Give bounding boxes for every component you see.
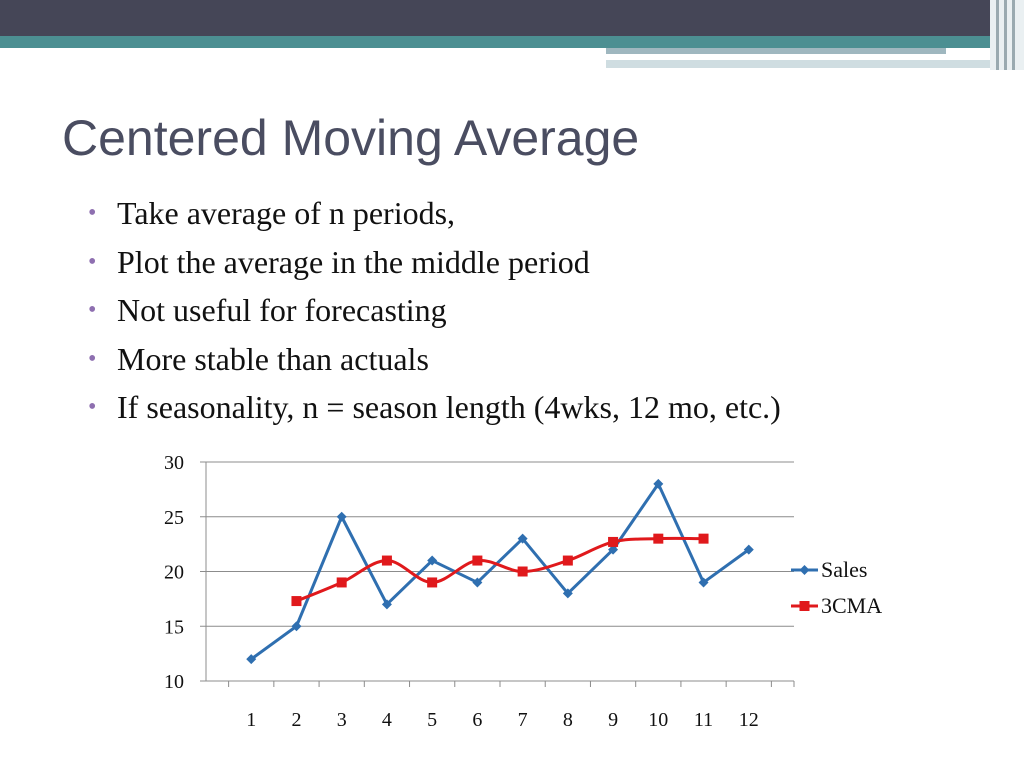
x-tick-label: 10 bbox=[648, 709, 668, 731]
x-tick-label: 9 bbox=[608, 709, 618, 731]
x-tick-label: 3 bbox=[337, 709, 347, 731]
data-point-sales bbox=[427, 555, 438, 566]
x-tick-label: 4 bbox=[382, 709, 392, 731]
series-line-3cma bbox=[295, 536, 704, 603]
bullet-text: Take average of n periods, bbox=[117, 195, 456, 231]
bullet-text: If seasonality, n = season length (4wks,… bbox=[117, 389, 781, 425]
legend-marker-sales bbox=[799, 565, 810, 575]
header-dark-band bbox=[0, 0, 1024, 36]
legend-marker-3cma bbox=[799, 601, 810, 611]
data-point-sales bbox=[517, 533, 528, 544]
slide-header-band bbox=[0, 0, 1024, 48]
data-point-sales bbox=[608, 544, 619, 555]
corner-stripe bbox=[1004, 0, 1007, 70]
bullet-item: • If seasonality, n = season length (4wks… bbox=[88, 383, 781, 432]
data-point-sales bbox=[291, 621, 302, 632]
corner-stripes bbox=[990, 0, 1024, 70]
data-point-3cma bbox=[517, 566, 528, 577]
data-point-3cma bbox=[608, 536, 619, 547]
bullet-dot-icon: • bbox=[88, 297, 97, 323]
corner-stripe bbox=[996, 0, 999, 70]
data-point-sales bbox=[472, 577, 483, 588]
legend-label: 3CMA bbox=[821, 593, 882, 618]
y-tick-label: 30 bbox=[164, 452, 184, 474]
data-point-sales bbox=[336, 511, 347, 522]
data-point-3cma bbox=[562, 555, 573, 566]
x-tick-label: 6 bbox=[472, 709, 482, 731]
x-tick-label: 7 bbox=[518, 709, 528, 731]
data-point-3cma bbox=[653, 533, 664, 544]
bullet-dot-icon: • bbox=[88, 200, 97, 226]
bullet-dot-icon: • bbox=[88, 345, 97, 372]
data-point-sales bbox=[698, 577, 709, 588]
data-point-3cma bbox=[336, 577, 347, 588]
y-tick-label: 25 bbox=[164, 507, 184, 529]
header-accent-line-light bbox=[606, 60, 1006, 68]
data-point-sales bbox=[246, 654, 257, 665]
bullet-list: • Take average of n periods, • Plot the av… bbox=[88, 189, 781, 432]
bullet-dot-icon: • bbox=[88, 248, 97, 275]
data-point-sales bbox=[743, 544, 754, 555]
legend-label: Sales bbox=[821, 557, 867, 582]
y-tick-label: 10 bbox=[164, 671, 184, 693]
bullet-item: • Not useful for forecasting bbox=[88, 286, 781, 335]
data-point-sales bbox=[653, 478, 664, 489]
data-point-3cma bbox=[381, 555, 392, 566]
data-point-3cma bbox=[472, 555, 483, 566]
x-tick-label: 11 bbox=[694, 709, 713, 731]
bullet-item: • More stable than actuals bbox=[88, 335, 781, 384]
bullet-item: • Take average of n periods, bbox=[88, 189, 781, 238]
y-tick-label: 15 bbox=[164, 616, 184, 638]
x-tick-label: 2 bbox=[291, 709, 301, 731]
x-tick-label: 12 bbox=[739, 709, 759, 731]
data-point-3cma bbox=[291, 596, 302, 607]
header-accent-line bbox=[606, 48, 946, 54]
x-tick-label: 8 bbox=[563, 709, 573, 731]
bullet-text: Plot the average in the middle period bbox=[117, 243, 590, 280]
data-point-3cma bbox=[427, 577, 438, 588]
x-tick-label: 5 bbox=[427, 709, 437, 731]
x-tick-label: 1 bbox=[246, 709, 256, 731]
data-point-sales bbox=[562, 588, 573, 599]
slide-title: Centered Moving Average bbox=[62, 110, 640, 166]
series-line-sales bbox=[250, 482, 750, 661]
y-tick-label: 20 bbox=[164, 562, 184, 584]
data-point-3cma bbox=[698, 533, 709, 544]
corner-stripe bbox=[1012, 0, 1015, 70]
header-teal-band bbox=[0, 36, 1024, 48]
bullet-text: More stable than actuals bbox=[117, 340, 429, 377]
data-point-sales bbox=[381, 599, 392, 610]
bullet-dot-icon: • bbox=[88, 394, 97, 420]
bullet-text: Not useful for forecasting bbox=[117, 292, 447, 328]
bullet-item: • Plot the average in the middle period bbox=[88, 238, 781, 287]
